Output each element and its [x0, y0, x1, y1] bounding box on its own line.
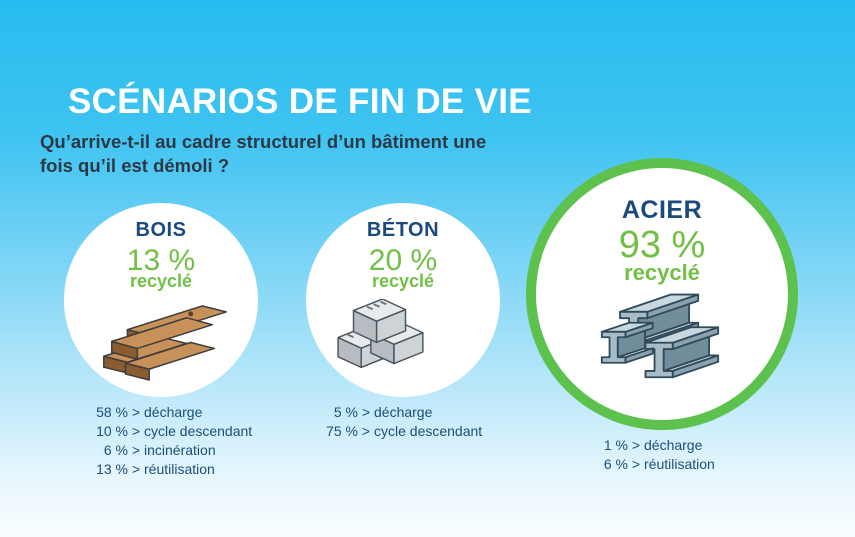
breakdown-percent: 75 % — [326, 423, 358, 439]
breakdown-separator: > — [131, 404, 141, 420]
breakdown-percent: 58 % — [96, 404, 128, 420]
breakdown-label: réutilisation — [644, 456, 715, 472]
breakdown-percent: 13 % — [96, 461, 128, 477]
material-name-acier: ACIER — [621, 196, 703, 224]
wood-planks-icon — [103, 305, 227, 381]
breakdown-list-beton: 5 % > décharge 75 % > cycle descendant — [283, 403, 482, 441]
subtitle-line-2: fois qu’il est démoli ? — [40, 155, 230, 176]
breakdown-separator: > — [131, 423, 141, 439]
breakdown-label: cycle descendant — [144, 423, 253, 439]
breakdown-row: 1 % > décharge — [553, 436, 715, 455]
breakdown-row: 75 % > cycle descendant — [283, 422, 482, 441]
breakdown-separator: > — [131, 442, 141, 458]
breakdown-row: 6 % > réutilisation — [553, 455, 715, 474]
breakdown-label: décharge — [644, 437, 703, 453]
page-title: SCÉNARIOS DE FIN DE VIE — [68, 82, 532, 121]
breakdown-label: réutilisation — [144, 461, 215, 477]
breakdown-row: 5 % > décharge — [283, 403, 482, 422]
breakdown-percent: 5 % — [333, 404, 358, 420]
breakdown-percent: 6 % — [103, 442, 128, 458]
breakdown-separator: > — [361, 404, 371, 420]
breakdown-row: 6 % > incinération — [40, 441, 252, 460]
breakdown-percent: 10 % — [96, 423, 128, 439]
breakdown-percent: 6 % — [603, 456, 628, 472]
steel-beams-icon — [600, 293, 720, 379]
concrete-blocks-icon — [337, 299, 424, 369]
recycled-label-acier: recyclé — [624, 260, 700, 285]
breakdown-separator: > — [131, 461, 141, 477]
recycled-percent-beton: 20 % — [368, 244, 438, 277]
breakdown-label: incinération — [144, 442, 216, 458]
breakdown-separator: > — [361, 423, 371, 439]
breakdown-row: 10 % > cycle descendant — [40, 422, 252, 441]
recycled-label-beton: recyclé — [371, 271, 435, 291]
subtitle-line-1: Qu’arrive-t-il au cadre structurel d’un … — [40, 131, 487, 152]
breakdown-list-acier: 1 % > décharge 6 % > réutilisation — [553, 436, 715, 474]
page-subtitle: Qu’arrive-t-il au cadre structurel d’un … — [40, 130, 486, 178]
breakdown-label: décharge — [144, 404, 203, 420]
breakdown-list-bois: 58 % > décharge 10 % > cycle descendant … — [40, 403, 252, 479]
breakdown-separator: > — [631, 437, 641, 453]
breakdown-percent: 1 % — [603, 437, 628, 453]
material-circle-beton — [306, 203, 500, 397]
material-name-bois: BOIS — [135, 219, 187, 241]
breakdown-separator: > — [631, 456, 641, 472]
breakdown-row: 58 % > décharge — [40, 403, 252, 422]
material-circle-acier-highlighted — [526, 158, 798, 430]
recycled-percent-acier: 93 % — [618, 224, 706, 266]
material-name-beton: BÉTON — [366, 219, 440, 241]
breakdown-row: 13 % > réutilisation — [40, 460, 252, 479]
recycled-label-bois: recyclé — [129, 271, 193, 291]
recycled-percent-bois: 13 % — [126, 244, 196, 277]
breakdown-label: décharge — [374, 404, 433, 420]
breakdown-label: cycle descendant — [374, 423, 483, 439]
